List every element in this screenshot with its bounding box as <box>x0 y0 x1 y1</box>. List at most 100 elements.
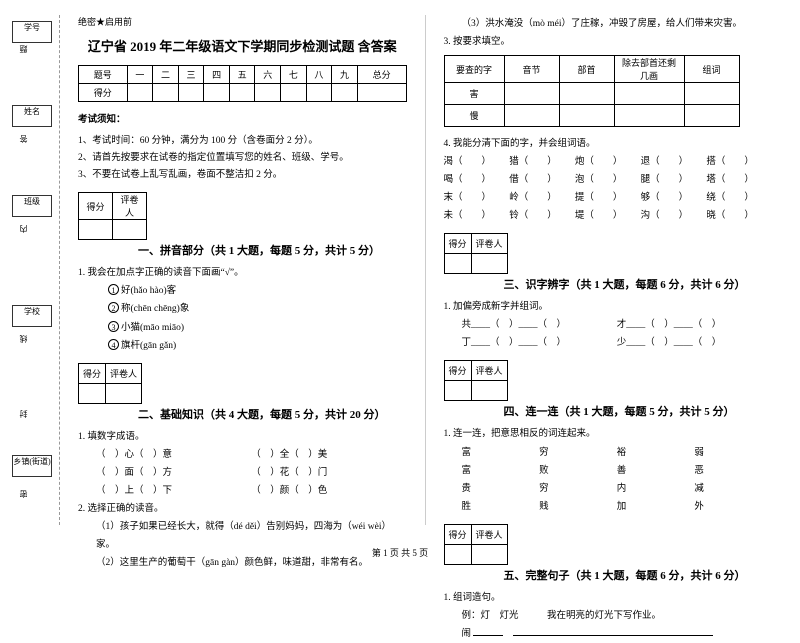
num-icon: 3 <box>108 321 119 332</box>
row: 丁____（ ）____（ ）少____（ ）____（ ） <box>444 334 773 352</box>
label-xingming: 姓名 <box>24 107 40 116</box>
line: （3）洪水淹没（mò méi）了庄稼，冲毁了房屋，给人们带来灾害。 <box>444 15 773 33</box>
field-box: 学校 <box>12 305 52 327</box>
cell <box>471 381 507 401</box>
cell: 评卷人 <box>471 361 507 381</box>
cell: 评卷人 <box>471 234 507 254</box>
right-column: （3）洪水淹没（mò méi）了庄稼，冲毁了房屋，给人们带来灾害。 3. 按要求… <box>426 15 791 525</box>
label-xuexiao: 学校 <box>24 307 40 316</box>
part2-title: 二、基础知识（共 4 大题，每题 5 分，共计 20 分） <box>138 406 407 422</box>
q1-pinyin: 1. 我会在加点字正确的读音下面画“√”。 1好(hǎo hào)客 2称(ch… <box>78 264 407 354</box>
th: 组词 <box>684 56 739 83</box>
cell <box>153 84 179 102</box>
exam-notice: 考试须知： 1、考试时间：60 分钟，满分为 100 分（含卷面分 2 分）。 … <box>78 112 407 184</box>
cell: 得分 <box>79 363 106 383</box>
notice-line: 1、考试时间：60 分钟，满分为 100 分（含卷面分 2 分）。 <box>78 133 407 150</box>
num-icon: 4 <box>108 339 119 350</box>
part3-title: 三、识字辨字（共 1 大题，每题 6 分，共计 6 分） <box>504 276 773 292</box>
blank-line: 闹 <box>444 625 773 643</box>
cell: 评卷人 <box>471 524 507 544</box>
table-row: 得分 <box>79 84 407 102</box>
seal-hint: 线 <box>18 335 29 343</box>
stem: 1. 连一连，把意思相反的词连起来。 <box>444 425 773 443</box>
part4-title: 四、连一连（共 1 大题，每题 5 分，共计 5 分） <box>504 403 773 419</box>
part5-title: 五、完整句子（共 1 大题，每题 6 分，共计 6 分） <box>504 567 773 583</box>
ex-label: 例： <box>462 611 481 621</box>
cell: 得分 <box>444 234 471 254</box>
field-box: 乡镇(街道) <box>12 455 52 477</box>
seal-hint: 密 <box>18 490 29 498</box>
marker-box: 得分评卷人 <box>444 233 508 274</box>
cell: 慢 <box>444 105 504 127</box>
q2-cont: （3）洪水淹没（mò méi）了庄稼，冲毁了房屋，给人们带来灾害。 3. 按要求… <box>444 15 773 51</box>
stem: 2. 选择正确的读音。 <box>78 500 407 518</box>
item-text: 小猫(māo miāo) <box>121 323 184 333</box>
notice-line: 2、请首先按要求在试卷的指定位置填写您的姓名、班级、学号。 <box>78 150 407 167</box>
cell: 三 <box>178 66 204 84</box>
th: 部首 <box>559 56 614 83</box>
stem: 1. 组词造句。 <box>444 589 773 607</box>
item-text: 好(hǎo hào)客 <box>121 286 176 296</box>
cell: 四 <box>204 66 230 84</box>
field-box: 班级 <box>12 195 52 217</box>
row: 胜贱加外 <box>444 498 773 516</box>
num-icon: 2 <box>108 302 119 313</box>
row: 富穷裕弱 <box>444 444 773 462</box>
underline <box>513 626 713 636</box>
seal-hint: 内 <box>18 225 29 233</box>
item-text: 旗杆(gān gǎn) <box>121 341 176 351</box>
stem: 1. 填数字成语。 <box>78 428 407 446</box>
stem: 3. 按要求填空。 <box>444 33 773 51</box>
item: 2称(chēn chēng)象 <box>78 300 407 318</box>
q-part4: 1. 连一连，把意思相反的词连起来。 富穷裕弱 富败善恶 贵穷内减 胜贱加外 <box>444 425 773 515</box>
label-xiangzhen: 乡镇(街道) <box>13 457 50 466</box>
notice-line: 3、不要在试卷上乱写乱画，卷面不整洁扣 2 分。 <box>78 167 407 184</box>
underline <box>473 626 503 636</box>
left-column: 绝密★启用前 辽宁省 2019 年二年级语文下学期同步检测试题 含答案 题号 一… <box>60 15 426 525</box>
table-row: 慢 <box>444 105 739 127</box>
page-footer: 第 1 页 共 5 页 <box>0 546 800 559</box>
cell: 五 <box>229 66 255 84</box>
item: 4旗杆(gān gǎn) <box>78 337 407 355</box>
cell <box>113 220 147 240</box>
word-row: 末（ ）岭（ ）提（ ）够（ ）绕（ ） <box>444 189 773 207</box>
seal-hint: 题 <box>18 45 29 53</box>
cell: 得分 <box>79 84 128 102</box>
cell <box>229 84 255 102</box>
word-row: 未（ ）铃（ ）堤（ ）沟（ ）晓（ ） <box>444 207 773 225</box>
cell <box>127 84 153 102</box>
field-box: 学号 <box>12 21 52 43</box>
item-text: 称(chēn chēng)象 <box>121 304 189 314</box>
cell <box>357 84 406 102</box>
cell <box>79 220 113 240</box>
marker-box: 得分评卷人 <box>78 192 147 240</box>
idiom-row: （ ）心（ ）意（ ）全（ ）美 <box>78 446 407 464</box>
marker-box: 得分评卷人 <box>444 360 508 401</box>
cell: 得分 <box>444 361 471 381</box>
cell: 一 <box>127 66 153 84</box>
cell: 二 <box>153 66 179 84</box>
cell <box>204 84 230 102</box>
cell: 九 <box>332 66 358 84</box>
cell <box>614 105 684 127</box>
cell <box>306 84 332 102</box>
cell <box>255 84 281 102</box>
th: 音节 <box>504 56 559 83</box>
q-part3: 1. 加偏旁成新字并组词。 共____（ ）____（ ）才____（ ）___… <box>444 298 773 352</box>
stem: 1. 我会在加点字正确的读音下面画“√”。 <box>78 264 407 282</box>
cell <box>684 83 739 105</box>
cell <box>504 105 559 127</box>
marker-box: 得分评卷人 <box>78 363 142 404</box>
cell <box>614 83 684 105</box>
cell <box>178 84 204 102</box>
cell <box>559 83 614 105</box>
cell <box>332 84 358 102</box>
th: 要查的字 <box>444 56 504 83</box>
lookup-table: 要查的字 音节 部首 除去部首还剩几画 组词 害 慢 <box>444 55 740 127</box>
q4-words: 4. 我能分清下面的字，并会组词语。 渴（ ）猎（ ）炮（ ）退（ ）搭（ ） … <box>444 135 773 225</box>
page: 学号 姓名 班级 学校 乡镇(街道) 题 答 内 线 封 密 绝密★启用前 辽宁… <box>0 0 800 530</box>
table-row: 害 <box>444 83 739 105</box>
table-row: 题号 一 二 三 四 五 六 七 八 九 总分 <box>79 66 407 84</box>
notice-heading: 考试须知： <box>78 112 407 129</box>
cell <box>281 84 307 102</box>
